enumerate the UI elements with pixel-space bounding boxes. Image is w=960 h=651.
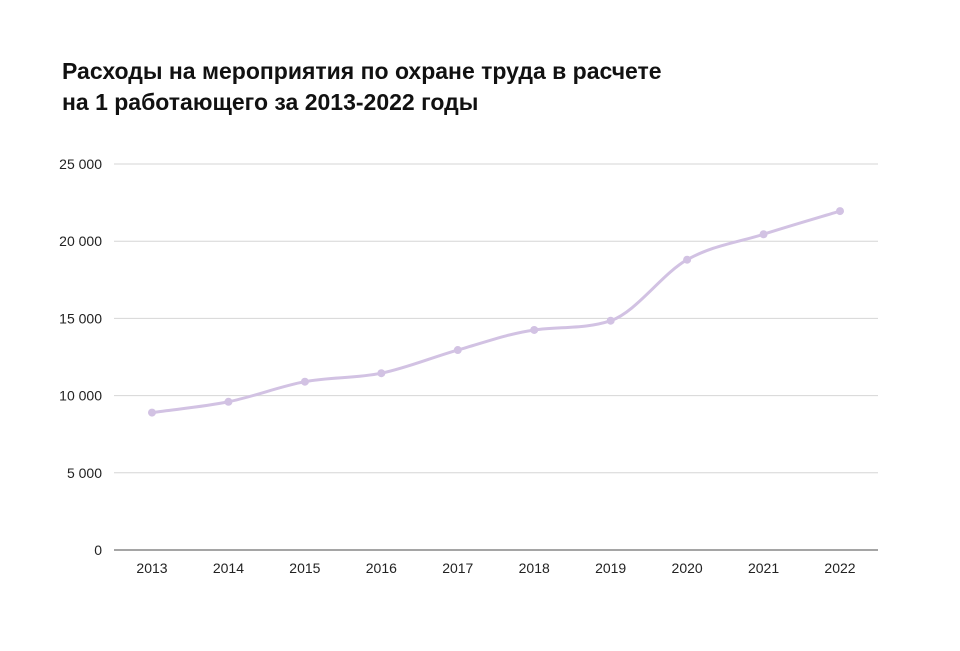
chart-title: Расходы на мероприятия по охране труда в… — [62, 56, 782, 118]
y-tick-label: 10 000 — [59, 388, 102, 404]
data-point-2020 — [683, 255, 692, 264]
gridlines — [114, 163, 878, 551]
data-point-2013 — [148, 408, 156, 417]
y-tick-label: 20 000 — [59, 233, 102, 249]
y-tick-label: 5 000 — [67, 465, 102, 481]
x-tick-label: 2022 — [824, 560, 855, 576]
x-tick-label: 2015 — [289, 560, 320, 576]
data-point-2016 — [377, 369, 386, 378]
series-layer — [150, 209, 842, 415]
x-tick-label: 2018 — [519, 560, 550, 576]
x-tick-label: 2014 — [213, 560, 244, 576]
data-point-2019 — [606, 316, 615, 325]
data-points — [148, 207, 844, 417]
y-tick-label: 0 — [94, 542, 102, 558]
y-tick-label: 15 000 — [59, 310, 102, 326]
x-tick-label: 2020 — [672, 560, 703, 576]
x-tick-label: 2017 — [442, 560, 473, 576]
x-tick-label: 2016 — [366, 560, 397, 576]
x-tick-label: 2013 — [136, 560, 167, 576]
series-line — [150, 209, 842, 415]
data-point-2015 — [300, 377, 309, 386]
data-point-2018 — [530, 325, 539, 334]
chart-title-line-2: на 1 работающего за 2013-2022 годы — [62, 89, 479, 115]
x-axis-tick-labels: 2013 2014 2015 2016 2017 2018 2019 2020 2021 2022 — [136, 560, 855, 576]
x-tick-label: 2021 — [748, 560, 779, 576]
chart-title-line-1: Расходы на мероприятия по охране труда в… — [62, 58, 662, 84]
x-tick-label: 2019 — [595, 560, 626, 576]
data-point-2014 — [224, 397, 233, 406]
y-axis-tick-labels: 0 5 000 10 000 15 000 20 000 25 000 — [59, 156, 102, 558]
y-tick-label: 25 000 — [59, 156, 102, 172]
data-point-2017 — [453, 346, 462, 355]
data-point-2022 — [836, 207, 844, 216]
data-point-2021 — [759, 230, 768, 239]
